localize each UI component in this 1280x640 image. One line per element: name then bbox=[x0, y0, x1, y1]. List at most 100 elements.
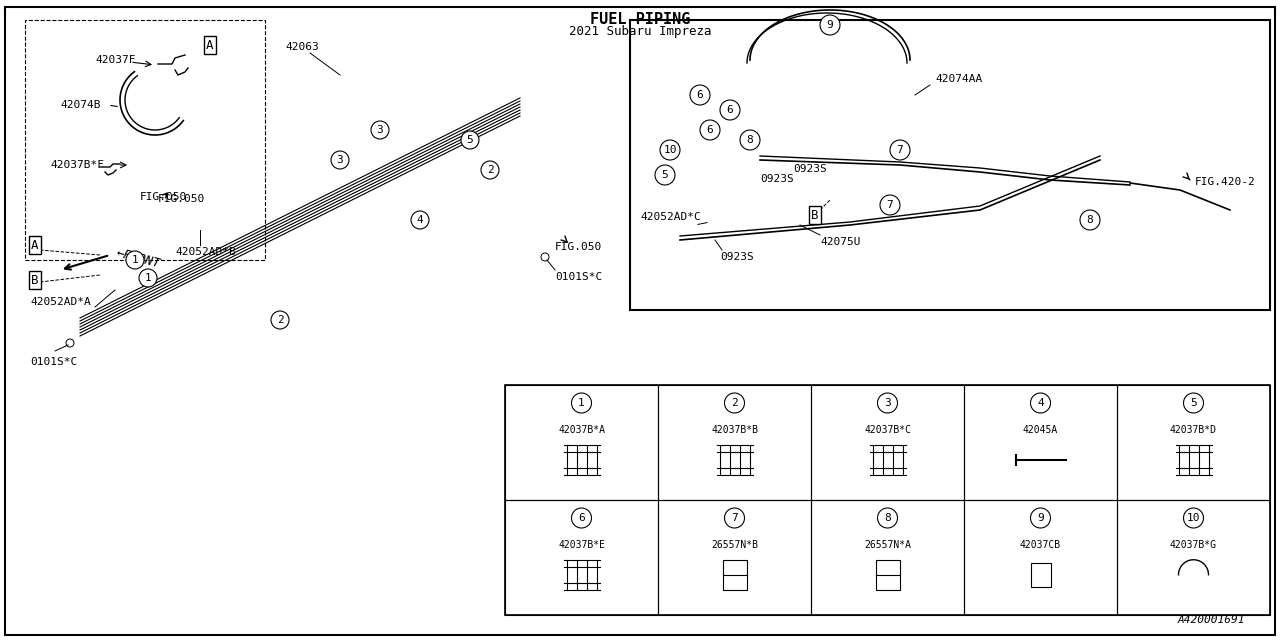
Text: 42037B*B: 42037B*B bbox=[710, 425, 758, 435]
Text: 7: 7 bbox=[887, 200, 893, 210]
Text: 1: 1 bbox=[145, 273, 151, 283]
Text: 8: 8 bbox=[746, 135, 754, 145]
Circle shape bbox=[1184, 393, 1203, 413]
Text: 4: 4 bbox=[416, 215, 424, 225]
Text: FIG.050: FIG.050 bbox=[157, 194, 205, 204]
Text: 0101S*C: 0101S*C bbox=[556, 272, 603, 282]
Circle shape bbox=[878, 508, 897, 528]
Circle shape bbox=[1030, 393, 1051, 413]
Text: 42063: 42063 bbox=[285, 42, 319, 52]
Text: 42074B: 42074B bbox=[60, 100, 101, 110]
Bar bbox=[506, 385, 1270, 615]
Text: 3: 3 bbox=[884, 398, 891, 408]
Text: 42037B*E: 42037B*E bbox=[558, 540, 605, 550]
Bar bbox=[812, 500, 964, 615]
Circle shape bbox=[140, 269, 157, 287]
Circle shape bbox=[740, 130, 760, 150]
Text: 26557N*B: 26557N*B bbox=[710, 540, 758, 550]
Circle shape bbox=[571, 508, 591, 528]
Circle shape bbox=[878, 393, 897, 413]
Text: ←FRONT: ←FRONT bbox=[115, 246, 161, 270]
Text: 0923S: 0923S bbox=[721, 252, 754, 262]
Text: B: B bbox=[31, 273, 38, 287]
Text: 2021 Subaru Impreza: 2021 Subaru Impreza bbox=[568, 25, 712, 38]
Bar bbox=[812, 385, 964, 500]
Circle shape bbox=[1184, 508, 1203, 528]
Bar bbox=[722, 560, 746, 589]
Text: 5: 5 bbox=[662, 170, 668, 180]
Text: 0923S: 0923S bbox=[760, 174, 794, 184]
Text: FUEL PIPING: FUEL PIPING bbox=[590, 12, 690, 27]
Text: 8: 8 bbox=[884, 513, 891, 523]
Text: 2: 2 bbox=[486, 165, 493, 175]
Text: 42074AA: 42074AA bbox=[934, 74, 982, 84]
Circle shape bbox=[1080, 210, 1100, 230]
Text: 42037B*C: 42037B*C bbox=[864, 425, 911, 435]
Bar bbox=[964, 385, 1117, 500]
Bar bbox=[506, 500, 658, 615]
Text: 6: 6 bbox=[696, 90, 704, 100]
Text: 2: 2 bbox=[276, 315, 283, 325]
Circle shape bbox=[721, 100, 740, 120]
Text: 7: 7 bbox=[731, 513, 737, 523]
Text: 42052AD*C: 42052AD*C bbox=[640, 212, 700, 222]
Text: 42037B*G: 42037B*G bbox=[1170, 540, 1217, 550]
Circle shape bbox=[820, 15, 840, 35]
Text: 9: 9 bbox=[827, 20, 833, 30]
Text: B: B bbox=[812, 209, 819, 221]
Text: 5: 5 bbox=[1190, 398, 1197, 408]
Circle shape bbox=[571, 393, 591, 413]
Text: A420001691: A420001691 bbox=[1178, 615, 1245, 625]
Text: FIG.050: FIG.050 bbox=[556, 242, 603, 252]
Text: 42075U: 42075U bbox=[820, 237, 860, 247]
Text: 42037B*F: 42037B*F bbox=[50, 160, 104, 170]
Bar bbox=[658, 385, 812, 500]
Text: 42052AD*B: 42052AD*B bbox=[175, 247, 236, 257]
Bar bbox=[1117, 500, 1270, 615]
Text: 3: 3 bbox=[337, 155, 343, 165]
Text: 42045A: 42045A bbox=[1023, 425, 1059, 435]
Text: 2: 2 bbox=[731, 398, 737, 408]
Text: FIG.420-2: FIG.420-2 bbox=[1196, 177, 1256, 187]
Circle shape bbox=[690, 85, 710, 105]
Text: 7: 7 bbox=[896, 145, 904, 155]
Bar bbox=[1117, 385, 1270, 500]
Text: 6: 6 bbox=[707, 125, 713, 135]
Bar bbox=[506, 385, 658, 500]
Text: 5: 5 bbox=[467, 135, 474, 145]
Text: 3: 3 bbox=[376, 125, 384, 135]
Circle shape bbox=[655, 165, 675, 185]
Circle shape bbox=[724, 508, 745, 528]
Text: 8: 8 bbox=[1087, 215, 1093, 225]
Circle shape bbox=[660, 140, 680, 160]
Text: 42037CB: 42037CB bbox=[1020, 540, 1061, 550]
Text: 0101S*C: 0101S*C bbox=[29, 357, 77, 367]
Circle shape bbox=[700, 120, 721, 140]
Bar bbox=[964, 500, 1117, 615]
Text: 6: 6 bbox=[579, 513, 585, 523]
Text: 42037B*A: 42037B*A bbox=[558, 425, 605, 435]
Circle shape bbox=[724, 393, 745, 413]
Text: 1: 1 bbox=[579, 398, 585, 408]
Circle shape bbox=[371, 121, 389, 139]
Text: A: A bbox=[206, 38, 214, 51]
Circle shape bbox=[125, 251, 145, 269]
Circle shape bbox=[332, 151, 349, 169]
Bar bbox=[26, 20, 265, 260]
Text: 6: 6 bbox=[727, 105, 733, 115]
Circle shape bbox=[271, 311, 289, 329]
Circle shape bbox=[461, 131, 479, 149]
Circle shape bbox=[881, 195, 900, 215]
Circle shape bbox=[1030, 508, 1051, 528]
Bar bbox=[876, 560, 900, 589]
Text: 1: 1 bbox=[132, 255, 138, 265]
Circle shape bbox=[890, 140, 910, 160]
Bar bbox=[1030, 563, 1051, 587]
Text: A: A bbox=[31, 239, 38, 252]
Circle shape bbox=[481, 161, 499, 179]
Text: 10: 10 bbox=[1187, 513, 1201, 523]
Text: 42052AD*A: 42052AD*A bbox=[29, 297, 91, 307]
Bar bbox=[658, 500, 812, 615]
Text: 4: 4 bbox=[1037, 398, 1044, 408]
Bar bbox=[630, 20, 1270, 310]
